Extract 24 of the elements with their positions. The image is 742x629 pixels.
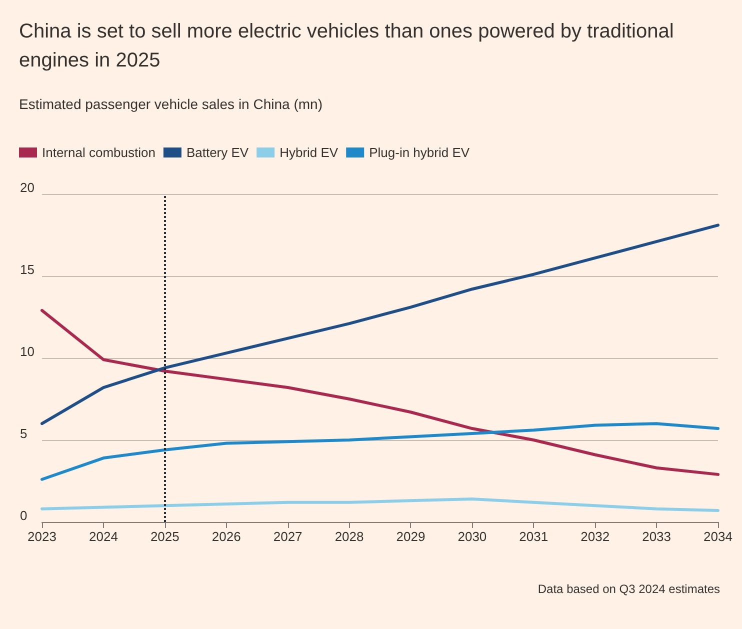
legend-label: Hybrid EV bbox=[280, 145, 338, 160]
legend-label: Plug-in hybrid EV bbox=[369, 145, 470, 160]
x-tick-label: 2030 bbox=[458, 529, 487, 544]
x-tick-label: 2031 bbox=[519, 529, 548, 544]
legend-label: Battery EV bbox=[186, 145, 249, 160]
y-tick-label: 5 bbox=[20, 426, 28, 441]
chart-subtitle: Estimated passenger vehicle sales in China (mn) bbox=[19, 96, 322, 112]
x-tick-label: 2029 bbox=[396, 529, 426, 544]
y-tick-label: 10 bbox=[20, 344, 34, 359]
x-tick-label: 2024 bbox=[88, 529, 118, 544]
x-tick-label: 2032 bbox=[580, 529, 610, 544]
y-tick-label: 0 bbox=[20, 508, 28, 523]
y-tick-label: 15 bbox=[20, 262, 34, 277]
x-tick-label: 2034 bbox=[704, 529, 732, 544]
chart-title: China is set to sell more electric vehicles than ones powered by traditional engines in 2025 bbox=[19, 20, 680, 72]
text: Data based on Q3 2024 estimates bbox=[538, 582, 720, 596]
x-tick-label: 2028 bbox=[334, 529, 364, 544]
y-tick-label: 20 bbox=[20, 180, 34, 195]
x-tick-label: 2023 bbox=[28, 529, 56, 544]
x-tick-label: 2026 bbox=[212, 529, 241, 544]
legend-label: Internal combustion bbox=[42, 145, 156, 160]
x-tick-label: 2025 bbox=[150, 529, 180, 544]
x-tick-label: 2027 bbox=[273, 529, 302, 544]
x-tick-label: 2033 bbox=[642, 529, 672, 544]
